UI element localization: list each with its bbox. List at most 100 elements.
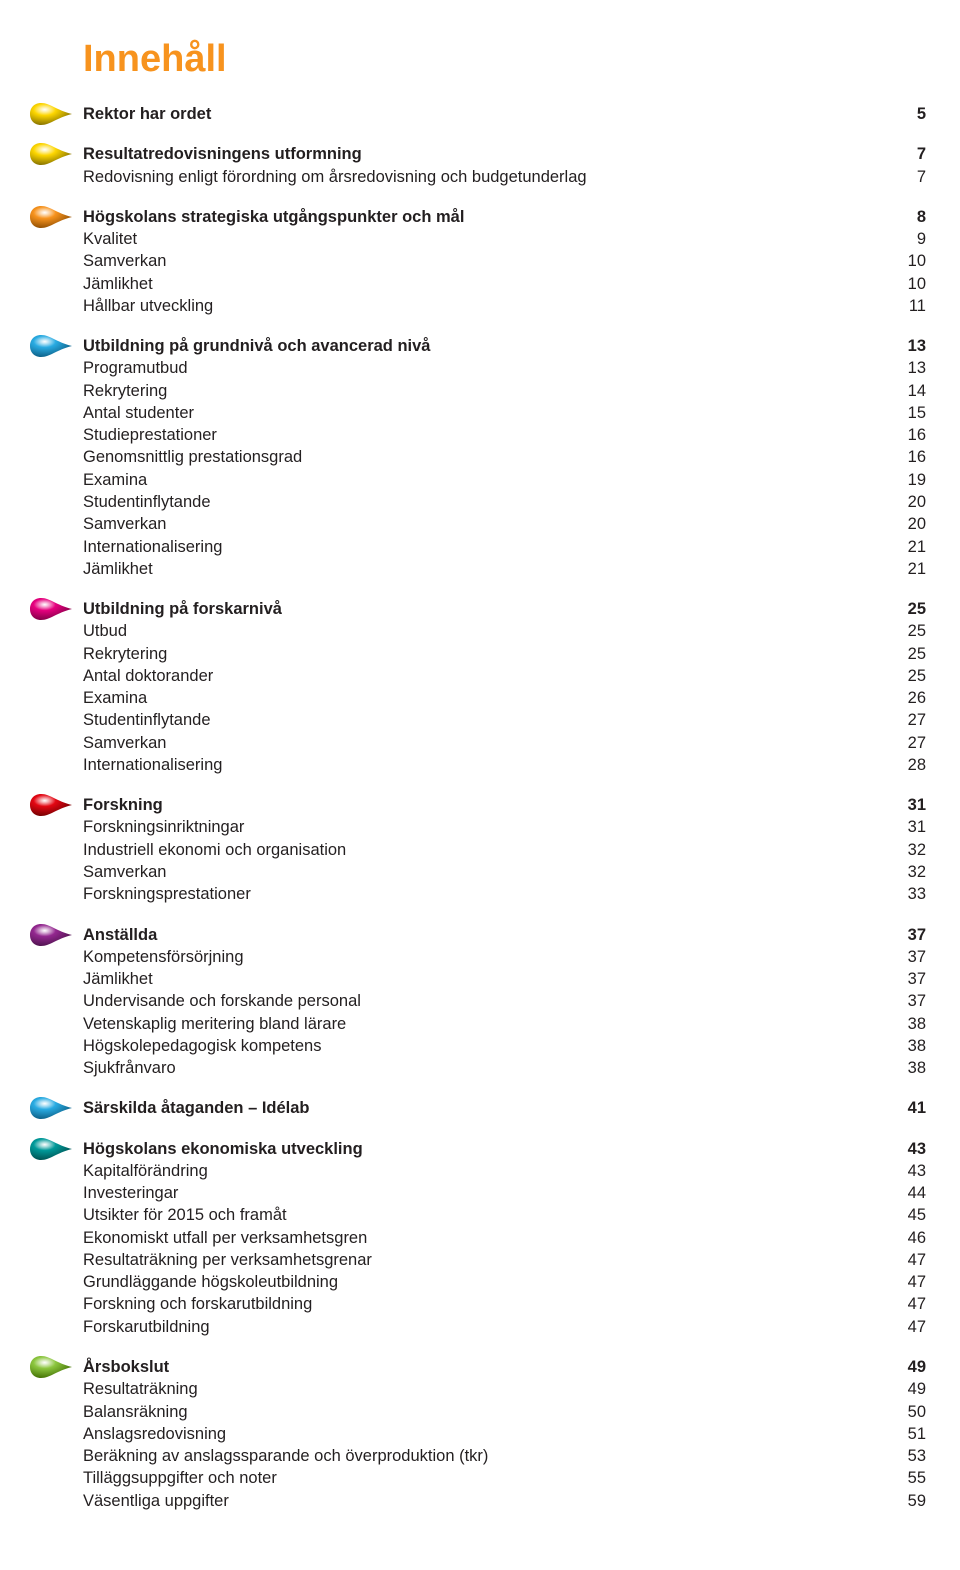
section-item-row: Internationalisering 28 xyxy=(28,754,932,776)
section-item-label: Forskarutbildning xyxy=(83,1316,210,1338)
section-item-row: Väsentliga uppgifter 59 xyxy=(28,1490,932,1512)
section-item-row: Studentinflytande20 xyxy=(28,491,932,513)
section-heading-label: Utbildning på grundnivå och avancerad ni… xyxy=(83,335,430,357)
section-bullet-icon xyxy=(28,792,83,818)
section-heading-row: Utbildning på forskarnivå25 xyxy=(28,598,932,620)
section-heading-label: Resultatredovisningens utformning xyxy=(83,143,362,165)
section-item-page: 20 xyxy=(908,513,932,535)
toc-section: Utbildning på grundnivå och avancerad ni… xyxy=(28,335,932,580)
section-item-label: Rekrytering xyxy=(83,380,167,402)
section-item-label: Utbud xyxy=(83,620,127,642)
section-heading-label: Utbildning på forskarnivå xyxy=(83,598,282,620)
section-heading-row: Anställda37 xyxy=(28,924,932,946)
section-item-page: 51 xyxy=(908,1423,932,1445)
section-item-page: 32 xyxy=(908,861,932,883)
section-item-page: 31 xyxy=(908,816,932,838)
section-item-row: Vetenskaplig meritering bland lärare 38 xyxy=(28,1013,932,1035)
section-item-row: Examina19 xyxy=(28,469,932,491)
section-item-label: Jämlikhet xyxy=(83,273,153,295)
section-item-row: Samverkan20 xyxy=(28,513,932,535)
section-item-row: Forskningsprestationer33 xyxy=(28,883,932,905)
section-item-row: Anslagsredovisning 51 xyxy=(28,1423,932,1445)
section-item-page: 43 xyxy=(908,1160,932,1182)
section-item-label: Undervisande och forskande personal xyxy=(83,990,361,1012)
section-item-row: Samverkan10 xyxy=(28,250,932,272)
section-heading-label: Rektor har ordet xyxy=(83,103,211,125)
section-item-page: 38 xyxy=(908,1013,932,1035)
toc-content: Rektor har ordet 5 Resultatredovisningens… xyxy=(28,103,932,1512)
section-item-row: Rekrytering14 xyxy=(28,380,932,402)
section-item-page: 37 xyxy=(908,946,932,968)
section-heading-row: Högskolans ekonomiska utveckling43 xyxy=(28,1138,932,1160)
section-item-row: Sjukfrånvaro38 xyxy=(28,1057,932,1079)
section-item-page: 37 xyxy=(908,990,932,1012)
section-item-page: 28 xyxy=(908,754,932,776)
section-item-page: 59 xyxy=(908,1490,932,1512)
page-title: Innehåll xyxy=(83,38,932,81)
section-item-page: 9 xyxy=(917,228,932,250)
section-heading-page: 49 xyxy=(908,1356,932,1378)
section-item-label: Investeringar xyxy=(83,1182,178,1204)
section-heading-page: 7 xyxy=(917,143,932,165)
section-heading-label: Särskilda åtaganden – Idélab xyxy=(83,1097,310,1119)
section-item-row: Balansräkning50 xyxy=(28,1401,932,1423)
section-item-page: 33 xyxy=(908,883,932,905)
section-item-page: 16 xyxy=(908,446,932,468)
section-item-page: 49 xyxy=(908,1378,932,1400)
section-item-label: Vetenskaplig meritering bland lärare xyxy=(83,1013,346,1035)
section-item-label: Ekonomiskt utfall per verksamhetsgren xyxy=(83,1227,367,1249)
section-item-label: Programutbud xyxy=(83,357,188,379)
section-item-label: Examina xyxy=(83,687,147,709)
section-item-label: Antal doktorander xyxy=(83,665,213,687)
section-heading-row: Högskolans strategiska utgångspunkter oc… xyxy=(28,206,932,228)
toc-section: Årsbokslut49Resultaträkning49Balansräkni… xyxy=(28,1356,932,1512)
section-item-label: Samverkan xyxy=(83,861,166,883)
section-item-page: 13 xyxy=(908,357,932,379)
section-heading-row: Rektor har ordet 5 xyxy=(28,103,932,125)
toc-section: Särskilda åtaganden – Idélab41 xyxy=(28,1097,932,1119)
section-item-page: 21 xyxy=(908,558,932,580)
section-item-page: 46 xyxy=(908,1227,932,1249)
section-item-label: Antal studenter xyxy=(83,402,194,424)
section-item-page: 25 xyxy=(908,665,932,687)
section-item-row: Forskarutbildning 47 xyxy=(28,1316,932,1338)
section-item-label: Sjukfrånvaro xyxy=(83,1057,176,1079)
section-item-row: Jämlikhet10 xyxy=(28,273,932,295)
section-item-page: 25 xyxy=(908,620,932,642)
section-bullet-icon xyxy=(28,1136,83,1162)
section-item-row: Ekonomiskt utfall per verksamhetsgren 46 xyxy=(28,1227,932,1249)
section-item-row: Kvalitet 9 xyxy=(28,228,932,250)
section-item-row: Kapitalförändring 43 xyxy=(28,1160,932,1182)
section-heading-row: Resultatredovisningens utformning 7 xyxy=(28,143,932,165)
section-item-label: Forskning och forskarutbildning xyxy=(83,1293,312,1315)
section-item-label: Internationalisering xyxy=(83,754,222,776)
section-item-row: Antal doktorander 25 xyxy=(28,665,932,687)
section-heading-page: 5 xyxy=(917,103,932,125)
section-item-label: Beräkning av anslagssparande och överpro… xyxy=(83,1445,488,1467)
section-item-row: Forskningsinriktningar31 xyxy=(28,816,932,838)
section-item-label: Anslagsredovisning xyxy=(83,1423,226,1445)
section-item-row: Hållbar utveckling11 xyxy=(28,295,932,317)
section-heading-row: Särskilda åtaganden – Idélab41 xyxy=(28,1097,932,1119)
section-item-label: Väsentliga uppgifter xyxy=(83,1490,229,1512)
section-item-page: 47 xyxy=(908,1316,932,1338)
section-item-label: Kvalitet xyxy=(83,228,137,250)
section-item-label: Tilläggsuppgifter och noter xyxy=(83,1467,277,1489)
section-bullet-icon xyxy=(28,204,83,230)
section-item-row: Studentinflytande27 xyxy=(28,709,932,731)
section-heading-label: Årsbokslut xyxy=(83,1356,169,1378)
section-item-label: Samverkan xyxy=(83,250,166,272)
section-item-row: Jämlikhet37 xyxy=(28,968,932,990)
section-item-page: 26 xyxy=(908,687,932,709)
section-item-label: Studentinflytande xyxy=(83,491,211,513)
section-item-row: Samverkan27 xyxy=(28,732,932,754)
section-item-label: Resultaträkning xyxy=(83,1378,198,1400)
section-item-row: Resultaträkning per verksamhetsgrenar47 xyxy=(28,1249,932,1271)
section-item-page: 53 xyxy=(908,1445,932,1467)
section-item-row: Studieprestationer16 xyxy=(28,424,932,446)
section-item-label: Kapitalförändring xyxy=(83,1160,208,1182)
section-item-page: 47 xyxy=(908,1293,932,1315)
toc-section: Resultatredovisningens utformning7Redovi… xyxy=(28,143,932,188)
section-item-row: Forskning och forskarutbildning 47 xyxy=(28,1293,932,1315)
section-item-row: Tilläggsuppgifter och noter55 xyxy=(28,1467,932,1489)
